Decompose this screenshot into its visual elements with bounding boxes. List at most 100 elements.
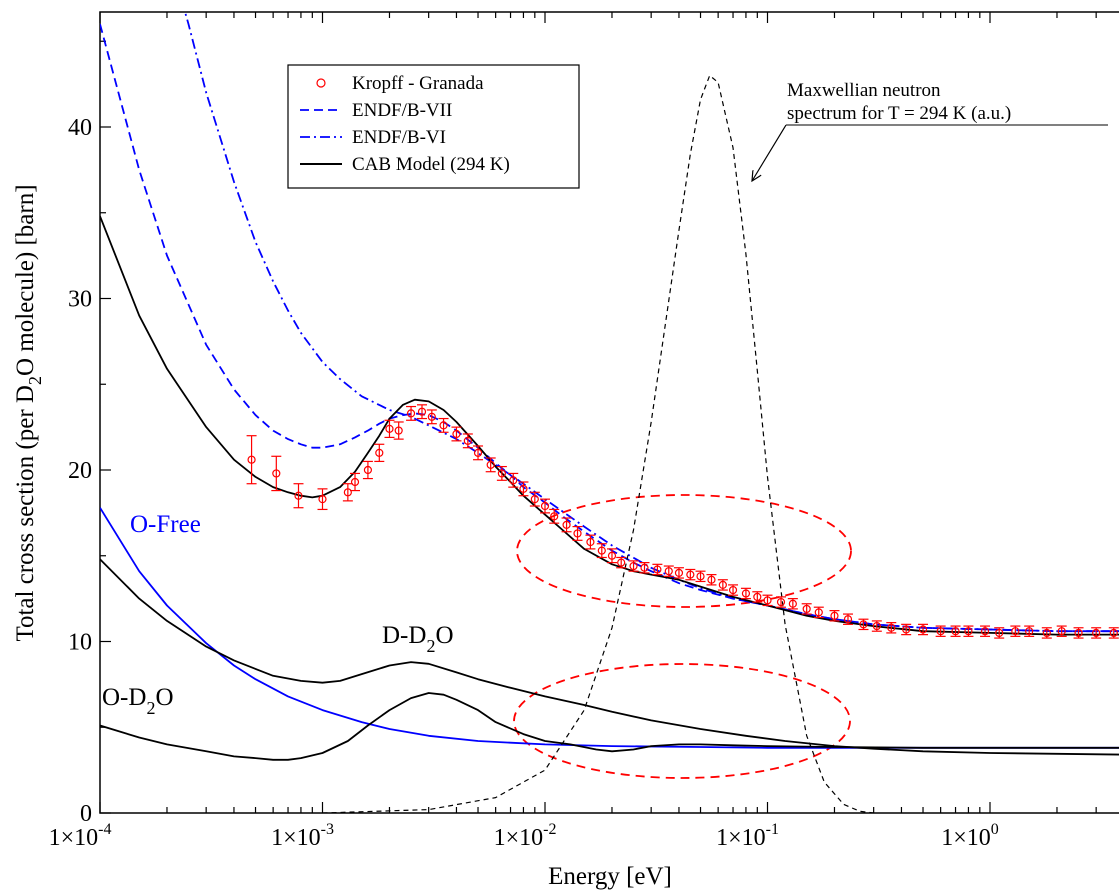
data-point <box>540 501 550 511</box>
data-point <box>830 611 839 620</box>
data-point <box>674 568 684 578</box>
x-tick-label-base: 1×10 <box>271 825 321 851</box>
x-tick-label-base: 1×10 <box>494 825 544 851</box>
y-axis-title-subscript: 2 <box>25 376 45 385</box>
data-point <box>964 627 973 636</box>
data-point <box>859 620 868 629</box>
plot-frame <box>99 11 1119 814</box>
data-point <box>802 604 811 614</box>
x-tick-label-exponent: -4 <box>98 821 111 838</box>
label-o-free: O-Free <box>130 511 201 538</box>
y-tick-label: 30 <box>68 287 92 313</box>
data-point <box>788 599 797 608</box>
x-tick-label-base: 1×10 <box>49 825 99 851</box>
data-point <box>406 409 416 418</box>
data-point <box>375 448 384 457</box>
legend-label-endf6: ENDF/B-VI <box>352 127 446 148</box>
data-point <box>550 512 559 521</box>
data-point <box>294 491 303 500</box>
data-point <box>995 628 1004 638</box>
y-axis-title-part2: O molecule) [barn] <box>12 184 39 376</box>
data-point <box>247 455 256 464</box>
highlight-ellipse-lower <box>513 663 851 779</box>
data-point <box>718 580 727 590</box>
data-point <box>272 469 281 478</box>
data-point <box>653 565 662 574</box>
label-d-d2o-main: D-D <box>382 622 426 649</box>
data-point <box>753 592 762 602</box>
legend-label-kropff: Kropff - Granada <box>352 73 484 94</box>
data-point <box>696 572 705 581</box>
data-point <box>707 575 716 584</box>
data-point <box>586 537 595 547</box>
x-tick-label-base: 1×10 <box>941 825 991 851</box>
highlight-ellipse-upper <box>516 494 852 608</box>
x-tick-label-exponent: -1 <box>766 821 779 838</box>
data-point <box>776 597 786 607</box>
data-point <box>872 621 881 631</box>
x-tick-label: 1×100 <box>941 821 999 851</box>
data-point <box>843 615 853 624</box>
y-tick-label: 0 <box>80 801 92 827</box>
legend-label-cab: CAB Model (294 K) <box>352 154 510 175</box>
maxwellian-label-line2: spectrum for T = 294 K (a.u.) <box>787 103 1011 124</box>
data-point <box>640 563 649 572</box>
maxwellian-annotation: Maxwellian neutron spectrum for T = 294 … <box>752 80 1108 181</box>
data-point <box>385 424 394 433</box>
data-point <box>763 596 772 605</box>
data-point <box>1092 628 1101 638</box>
label-o-d2o-subscript: 2 <box>146 698 155 718</box>
data-points-layer <box>246 404 1119 639</box>
legend-box <box>287 64 580 189</box>
data-point <box>473 448 483 457</box>
data-point <box>417 407 427 416</box>
data-point <box>363 465 373 475</box>
data-point <box>350 477 360 487</box>
legend-symbol-kropff <box>316 78 326 88</box>
data-point <box>1074 628 1083 638</box>
data-point <box>1057 627 1066 636</box>
data-point <box>597 546 606 555</box>
legend: Kropff - Granada ENDF/B-VII ENDF/B-VI CA… <box>287 64 580 189</box>
x-tick-label: 1×10-3 <box>271 821 334 851</box>
series-line-o-d-o <box>100 692 1119 761</box>
data-point <box>562 520 571 529</box>
label-d-d2o-subscript: 2 <box>426 636 435 656</box>
x-tick-label-exponent: -3 <box>321 821 334 838</box>
x-tick-label-base: 1×10 <box>716 825 766 851</box>
data-point <box>318 495 327 504</box>
data-point <box>936 627 945 636</box>
data-point <box>741 589 751 598</box>
legend-label-endf7: ENDF/B-VII <box>352 100 452 121</box>
data-point <box>728 585 738 595</box>
x-tick-label: 1×10-2 <box>494 821 557 851</box>
data-point <box>814 608 823 617</box>
data-point <box>427 412 436 421</box>
data-point <box>918 625 928 634</box>
data-point <box>530 495 539 504</box>
data-point <box>497 469 506 478</box>
y-tick-label: 40 <box>68 115 92 141</box>
maxwellian-label-line1: Maxwellian neutron <box>787 80 941 101</box>
x-tick-label-exponent: 0 <box>991 821 999 838</box>
x-tick-label-exponent: -2 <box>543 821 556 838</box>
series-line-o-free <box>100 507 1119 749</box>
data-point <box>664 567 673 576</box>
data-point <box>452 429 461 439</box>
label-d-d2o: D-D2O <box>382 622 454 656</box>
data-point <box>1042 628 1051 638</box>
data-point <box>629 561 638 571</box>
data-point <box>394 426 403 435</box>
data-point <box>519 484 528 493</box>
label-d-d2o-end: O <box>435 622 453 649</box>
data-point <box>686 570 695 579</box>
y-tick-label: 10 <box>68 630 92 656</box>
label-o-d2o-end: O <box>155 684 173 711</box>
data-point <box>439 421 448 430</box>
series-line-endf-b-vi <box>184 12 1119 633</box>
x-tick-label: 1×10-1 <box>716 821 779 851</box>
data-point <box>486 460 495 469</box>
data-point <box>887 623 896 632</box>
